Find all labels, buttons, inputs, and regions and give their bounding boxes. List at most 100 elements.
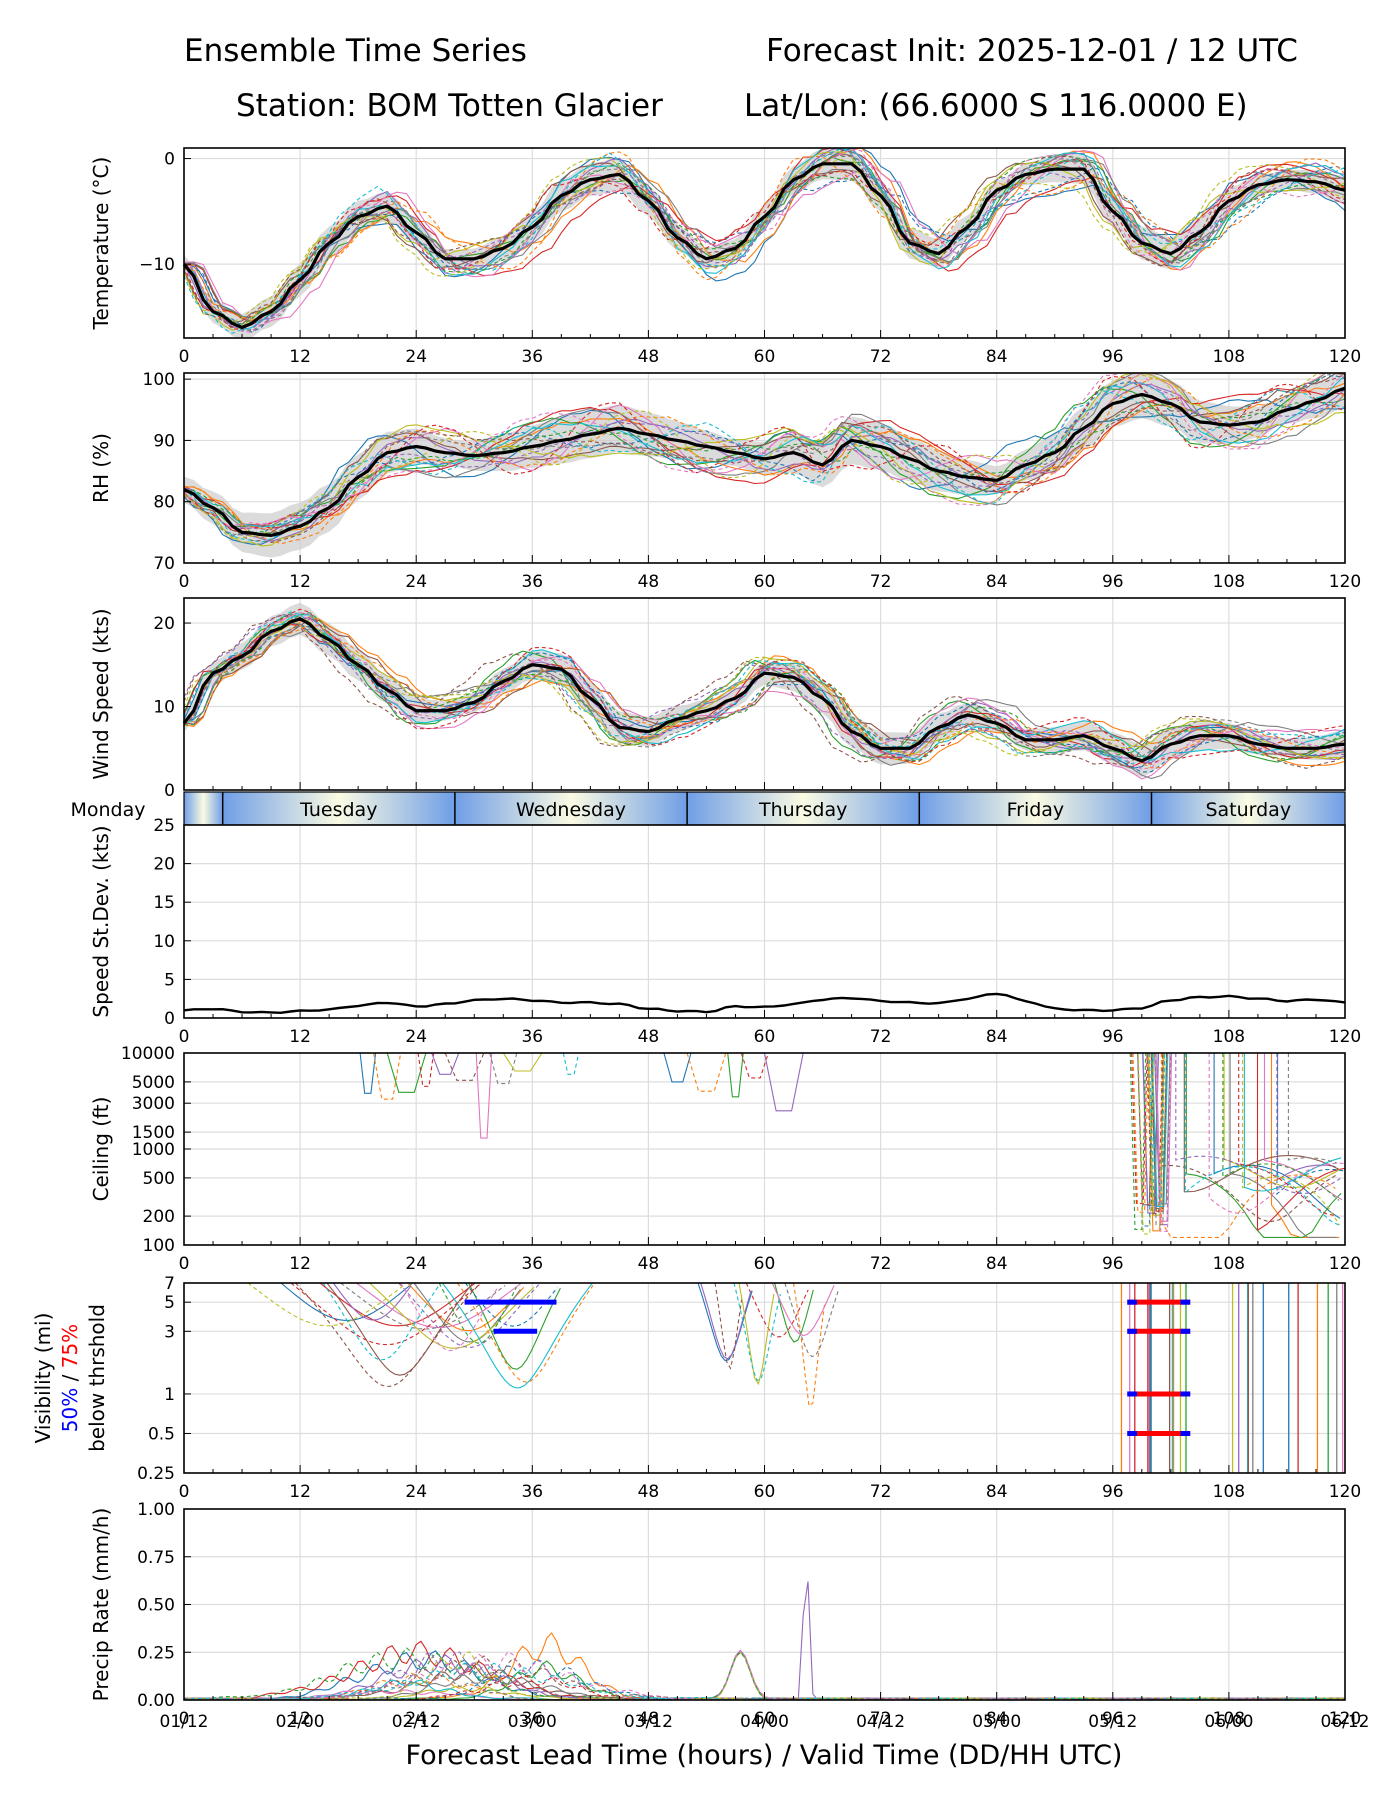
y-tick-label: 0.00 <box>137 1691 175 1711</box>
ensemble-member-line <box>184 624 1345 773</box>
ensemble-member-line <box>184 373 1345 535</box>
ceiling-member-line <box>502 1053 543 1072</box>
x-tick-label: 60 <box>754 1027 776 1047</box>
x-tick-label: 48 <box>638 1709 660 1729</box>
visibility-member-line <box>400 1283 498 1352</box>
ensemble-member-line <box>184 619 1345 760</box>
ceiling-member-line <box>386 1053 427 1093</box>
x-tick-label: 84 <box>986 572 1008 592</box>
x-tick-label: 0 <box>179 1027 190 1047</box>
x-tick-label: 72 <box>870 1709 892 1729</box>
y-tick-label: 5 <box>164 970 175 990</box>
x-tick-label: 84 <box>986 1254 1008 1274</box>
x-tick-label: 0 <box>179 572 190 592</box>
x-tick-label: 36 <box>521 1709 543 1729</box>
y-tick-label: 90 <box>153 431 175 451</box>
x-tick-label: 108 <box>1213 1027 1245 1047</box>
ceiling-member-line <box>431 1053 460 1075</box>
day-band <box>687 792 920 825</box>
y-tick-label: 70 <box>153 554 175 574</box>
x-tick-label: 120 <box>1329 1482 1361 1502</box>
ensemble-mean-line <box>183 386 1346 538</box>
panel-visibility <box>183 1282 1346 1474</box>
y-tick-label: 10 <box>153 932 175 952</box>
x-tick-label: 108 <box>1213 1482 1245 1502</box>
x-tick-label: 96 <box>1102 347 1124 367</box>
valid-time-label: 05/12 <box>1088 1712 1137 1732</box>
y-axis-label-rh: RH (%) <box>89 433 113 503</box>
ceiling-member-line <box>444 1053 485 1081</box>
visibility-member-line <box>290 1283 480 1346</box>
x-tick-label: 72 <box>870 347 892 367</box>
ensemble-member-line <box>184 161 1345 324</box>
x-tick-label: 84 <box>986 1482 1008 1502</box>
ensemble-member-line <box>184 373 1345 529</box>
ensemble-member-line <box>184 608 1345 765</box>
ensemble-member-line <box>184 158 1345 331</box>
y-tick-label: 80 <box>153 493 175 513</box>
ensemble-member-line <box>184 615 1345 770</box>
day-label-wednesday: Wednesday <box>516 799 626 821</box>
x-tick-label: 108 <box>1213 1709 1245 1729</box>
x-tick-label: 108 <box>1213 572 1245 592</box>
y-tick-label: −10 <box>139 255 175 275</box>
x-tick-label: 12 <box>289 572 311 592</box>
y-tick-label: 3 <box>164 1322 175 1342</box>
ensemble-member-line <box>184 153 1345 332</box>
visibility-member-line <box>441 1283 593 1389</box>
x-tick-label: 36 <box>521 1254 543 1274</box>
ensemble-member-line <box>184 151 1345 319</box>
vis-ylabel-line1: Visibility (mi) <box>31 1313 55 1444</box>
visibility-member-line <box>468 1283 561 1370</box>
x-tick-label: 120 <box>1329 1027 1361 1047</box>
valid-time-label: 06/00 <box>1204 1712 1253 1732</box>
x-tick-label: 120 <box>1329 572 1361 592</box>
ensemble-member-line <box>184 373 1345 528</box>
speed-stdev-line <box>183 992 1346 1015</box>
ceiling-member-line <box>417 1053 435 1087</box>
ensemble-member-line <box>184 376 1345 532</box>
x-tick-label: 84 <box>986 347 1008 367</box>
ceiling-member-line <box>373 1053 402 1100</box>
x-tick-label: 96 <box>1102 1254 1124 1274</box>
ceiling-member-line <box>1148 1053 1341 1227</box>
ensemble-member-line <box>184 377 1345 545</box>
ceiling-member-line <box>663 1053 692 1083</box>
ceiling-member-line <box>1155 1053 1345 1232</box>
y-axis-label-temperature: Temperature (°C) <box>89 157 113 331</box>
ceiling-member-line <box>763 1053 804 1112</box>
visibility-member-line <box>733 1283 781 1382</box>
valid-time-label: 02/12 <box>392 1712 441 1732</box>
x-tick-label: 108 <box>1213 347 1245 367</box>
ensemble-member-line <box>184 617 1345 764</box>
vis-ylabel-p50: 50% <box>58 1388 82 1432</box>
x-tick-label: 84 <box>986 1709 1008 1729</box>
ensemble-member-line <box>184 623 1345 758</box>
y-tick-label: 1.00 <box>137 1500 175 1520</box>
vis-ylabel-line3: below thrshold <box>85 1304 109 1452</box>
x-tick-label: 36 <box>521 1027 543 1047</box>
ensemble-member-line <box>184 373 1345 539</box>
ensemble-member-line <box>184 616 1345 767</box>
ensemble-member-line <box>184 614 1345 760</box>
x-tick-label: 120 <box>1329 347 1361 367</box>
vis-ylabel-slash: / <box>58 1368 82 1387</box>
x-tick-label: 84 <box>986 1027 1008 1047</box>
spread-band-wind <box>184 602 1345 778</box>
ensemble-member-line <box>184 154 1345 329</box>
x-tick-label: 0 <box>179 347 190 367</box>
x-tick-label: 12 <box>289 1709 311 1729</box>
visibility-member-line <box>407 1283 525 1332</box>
precip-member-line <box>184 1651 1345 1700</box>
day-band <box>454 792 688 825</box>
visibility-member-line <box>322 1283 440 1361</box>
valid-time-label: 02/00 <box>276 1712 325 1732</box>
day-label-saturday: Saturday <box>1205 799 1291 821</box>
ensemble-member-line <box>184 148 1345 321</box>
y-axis-label-ceiling: Ceiling (ft) <box>89 1097 113 1202</box>
ceiling-member-line <box>359 1053 377 1094</box>
valid-time-label: 04/00 <box>740 1712 789 1732</box>
visibility-member-line <box>771 1283 835 1337</box>
day-band <box>1151 792 1345 825</box>
